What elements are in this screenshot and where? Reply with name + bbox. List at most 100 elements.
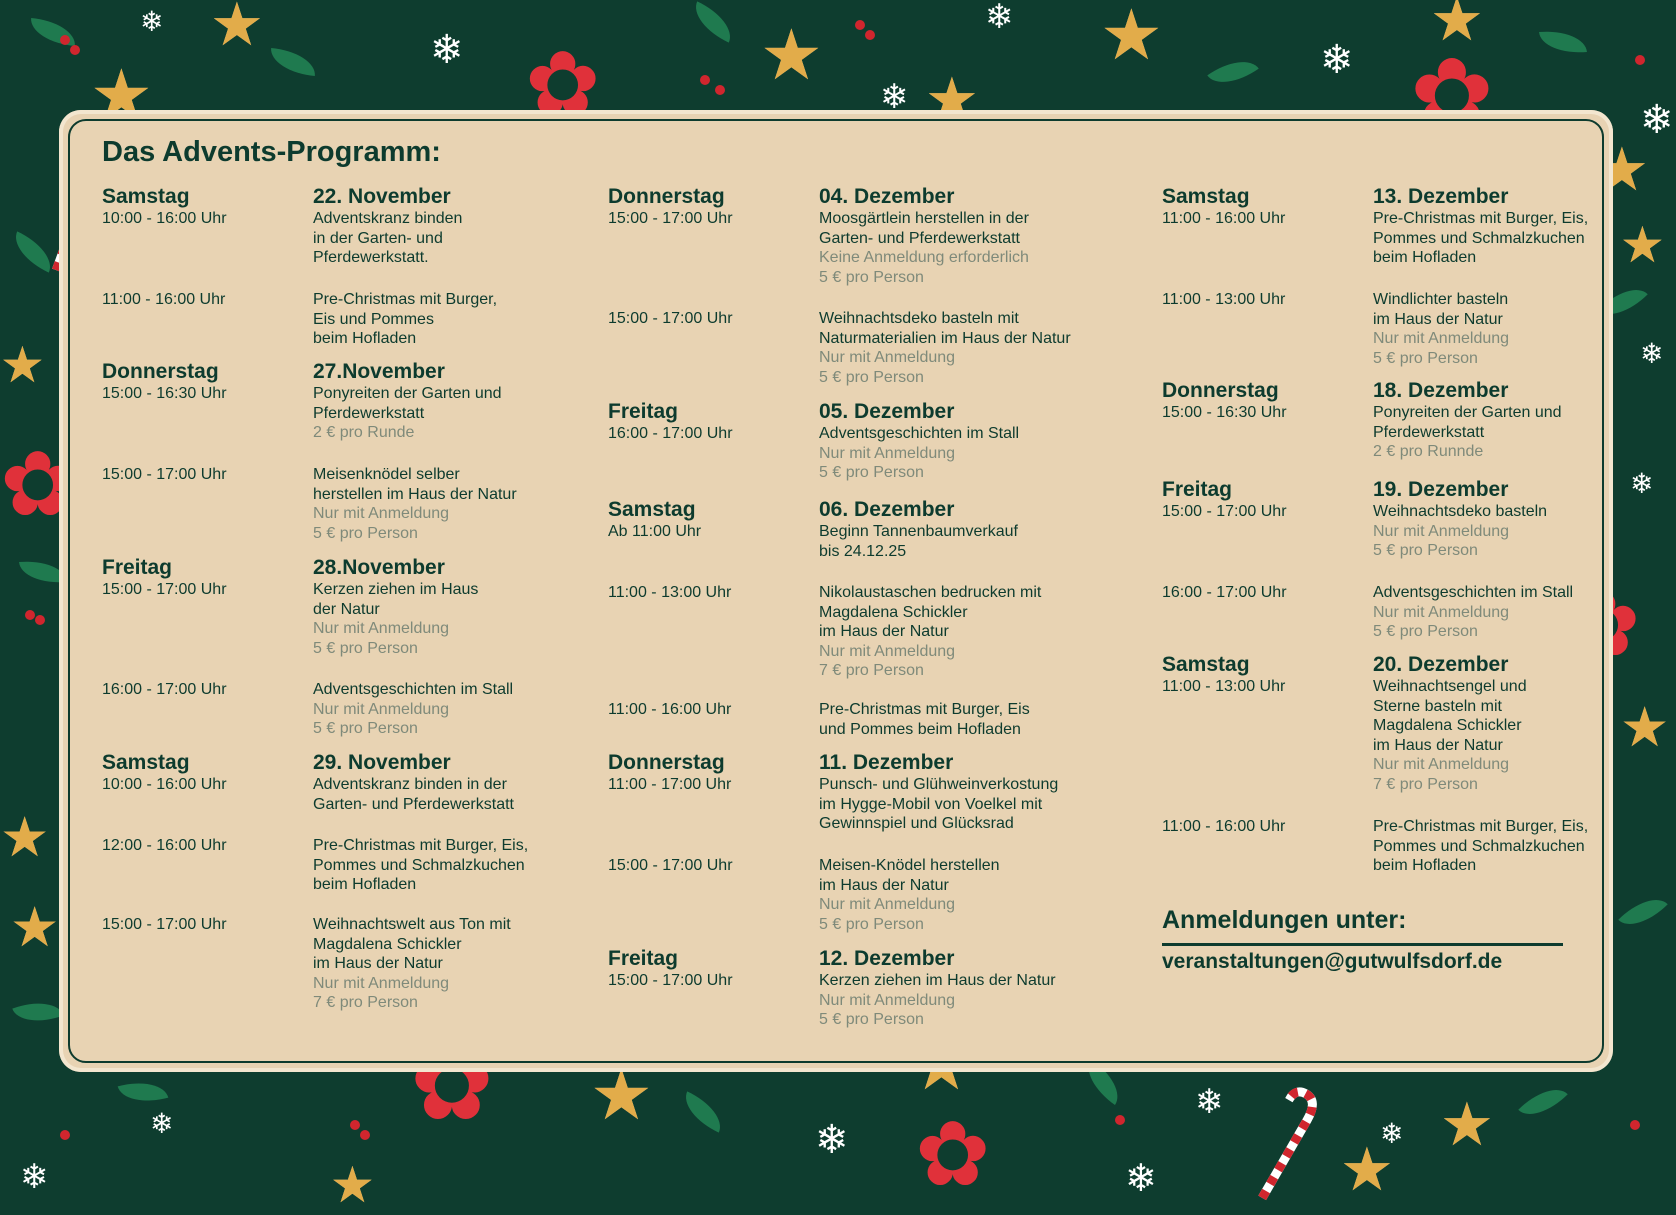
card-frame (68, 119, 1604, 1063)
snowflake-icon: ❄ (1640, 98, 1674, 142)
entry-description-line: Pommes und Schmalzkuchen (313, 856, 525, 874)
entry-time-block: 15:00 - 17:00 Uhr (608, 309, 733, 329)
entry-detail-block: 11. Dezember Punsch- und Glühweinverkostu… (819, 750, 1058, 834)
entry-date: 22. November (313, 185, 451, 208)
registration-email-link[interactable]: veranstaltungen@gutwulfsdorf.de (1162, 950, 1503, 973)
snowflake-icon: ❄ (815, 1118, 849, 1162)
entry-detail-block: Pre-Christmas mit Burger, Eis und Pommes b… (313, 290, 497, 349)
entry-note: 2 € pro Runnde (1373, 443, 1484, 460)
entry-time-block: 11:00 - 16:00 Uhr (102, 290, 225, 310)
entry-time-block: Samstag 11:00 - 16:00 Uhr (1162, 184, 1285, 229)
entry-description-line: Meisenknödel selber (313, 466, 460, 483)
entry-time: 15:00 - 17:00 Uhr (102, 916, 227, 933)
entry-description-line: beim Hofladen (313, 876, 417, 893)
entry-description-line: im Haus der Natur (1373, 310, 1503, 328)
snowflake-icon: ❄ (1380, 1118, 1404, 1149)
entry-time-block: Samstag Ab 11:00 Uhr (608, 497, 701, 542)
berry-icon (700, 75, 710, 85)
entry-note: Nur mit Anmeldung (1373, 756, 1510, 773)
registration-heading: Anmeldungen unter: (1162, 906, 1407, 934)
entry-time-block: Samstag 10:00 - 16:00 Uhr (102, 750, 227, 795)
entry-date: 18. Dezember (1373, 379, 1509, 402)
entry-time-block: 15:00 - 17:00 Uhr (608, 856, 733, 876)
entry-description-line: Nikolaustaschen bedrucken mit (819, 584, 1042, 601)
entry-time-block: Freitag 16:00 - 17:00 Uhr (608, 399, 733, 444)
star-cookie-icon: ★ (1430, 0, 1484, 53)
berry-icon (360, 1130, 370, 1140)
divider (1162, 943, 1563, 946)
entry-description-line: herstellen im Haus der Natur (313, 485, 517, 503)
entry-description-line: Ponyreiten der Garten und (313, 385, 502, 402)
entry-time: 16:00 - 17:00 Uhr (102, 681, 227, 698)
star-cookie-icon: ★ (10, 896, 60, 958)
entry-day: Donnerstag (608, 751, 725, 774)
entry-description-line: Garten- und Pferdewerkstatt (819, 229, 1020, 247)
entry-note: Nur mit Anmeldung (819, 444, 956, 462)
entry-description-line: Pre-Christmas mit Burger, Eis, (1373, 818, 1589, 835)
entry-day: Freitag (608, 947, 679, 970)
entry-time-block: Freitag 15:00 - 17:00 Uhr (1162, 477, 1287, 522)
entry-time-block: 11:00 - 16:00 Uhr (608, 700, 731, 720)
entry-description-line: Adventsgeschichten im Stall (313, 681, 514, 698)
entry-description-line: Pferdewerkstatt. (313, 249, 429, 266)
entry-time-block: Freitag 15:00 - 17:00 Uhr (608, 946, 733, 991)
entry-time: 11:00 - 13:00 Uhr (608, 584, 732, 601)
program-card (59, 110, 1613, 1072)
snowflake-icon: ❄ (1125, 1158, 1157, 1200)
entry-time: 11:00 - 13:00 Uhr (1162, 678, 1286, 695)
entry-time-block: Donnerstag 11:00 - 17:00 Uhr (608, 750, 731, 795)
entry-detail-block: 04. Dezember Moosgärtlein herstellen in d… (819, 184, 1029, 287)
entry-time: 11:00 - 16:00 Uhr (1162, 818, 1286, 835)
entry-note: 5 € pro Person (819, 368, 924, 386)
entry-time-block: 12:00 - 16:00 Uhr (102, 836, 227, 856)
entry-description-line: Meisen-Knödel herstellen (819, 857, 1000, 874)
entry-detail-block: 19. Dezember Weihnachtsdeko basteln Nur mi… (1373, 477, 1547, 561)
entry-detail-block: 18. Dezember Ponyreiten der Garten und Pfe… (1373, 378, 1562, 462)
entry-detail-block: Weihnachtsdeko basteln mit Naturmateriali… (819, 309, 1071, 387)
entry-day: Samstag (102, 185, 190, 208)
berry-icon (60, 35, 70, 45)
entry-time: 15:00 - 17:00 Uhr (608, 310, 733, 327)
holly-leaf-icon (677, 1091, 729, 1133)
berry-icon (855, 20, 865, 30)
entry-description-line: Weihnachtsdeko basteln mit (819, 310, 1019, 327)
entry-time: 11:00 - 16:00 Uhr (102, 291, 226, 308)
entry-detail-block: 22. November Adventskranz binden in der Ga… (313, 184, 462, 268)
holly-leaf-icon (1618, 887, 1668, 937)
entry-date: 13. Dezember (1373, 185, 1509, 208)
entry-description-line: Adventskranz binden (313, 210, 463, 227)
entry-detail-block: 28.November Kerzen ziehen im Haus der Natu… (313, 555, 478, 658)
entry-time-block: Samstag 10:00 - 16:00 Uhr (102, 184, 227, 229)
entry-time: 10:00 - 16:00 Uhr (102, 210, 227, 227)
entry-time-block: Samstag 11:00 - 13:00 Uhr (1162, 652, 1285, 697)
entry-time: 15:00 - 17:00 Uhr (1162, 503, 1287, 520)
holly-leaf-icon (687, 1, 739, 43)
berry-icon (60, 1130, 70, 1140)
berry-icon (1115, 1115, 1125, 1125)
entry-description-line: Weihnachtsengel und (1373, 678, 1527, 695)
entry-time-block: 11:00 - 13:00 Uhr (608, 583, 731, 603)
star-cookie-icon: ★ (210, 0, 264, 58)
berry-icon (1635, 55, 1645, 65)
entry-note: 5 € pro Person (1373, 623, 1478, 640)
entry-time: 15:00 - 16:30 Uhr (1162, 404, 1287, 421)
entry-time-block: 16:00 - 17:00 Uhr (1162, 583, 1287, 603)
entry-time-block: Donnerstag 15:00 - 16:30 Uhr (102, 359, 227, 404)
entry-description-line: Magdalena Schickler (1373, 717, 1522, 734)
entry-description-line: Garten- und Pferdewerkstatt (313, 795, 514, 813)
entry-description-line: beim Hofladen (313, 330, 417, 347)
berry-icon (350, 1120, 360, 1130)
entry-detail-block: 12. Dezember Kerzen ziehen im Haus der Na… (819, 946, 1056, 1030)
entry-description-line: Gewinnspiel und Glücksrad (819, 815, 1014, 832)
entry-description-line: Sterne basteln mit (1373, 697, 1502, 715)
holly-leaf-icon (1539, 28, 1587, 56)
star-cookie-icon: ★ (1440, 1091, 1494, 1158)
holly-leaf-icon (117, 1074, 169, 1110)
entry-time: 11:00 - 16:00 Uhr (1162, 210, 1286, 227)
entry-note: Nur mit Anmeldung (313, 505, 450, 522)
entry-description-line: Beginn Tannenbaumverkauf (819, 523, 1018, 540)
entry-detail-block: Adventsgeschichten im Stall Nur mit Anmel… (313, 680, 513, 739)
star-cookie-icon: ★ (330, 1157, 375, 1213)
entry-note: 5 € pro Person (313, 720, 418, 737)
entry-note: 5 € pro Person (1373, 542, 1478, 559)
